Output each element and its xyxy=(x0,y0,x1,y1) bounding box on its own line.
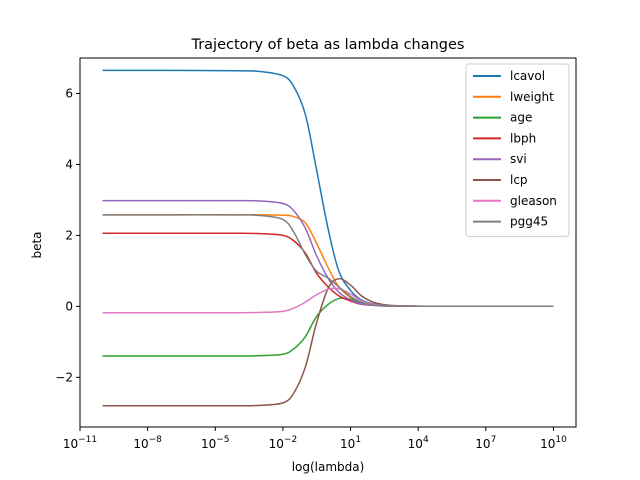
y-tick-label: 2 xyxy=(65,228,73,242)
legend-label: lbph xyxy=(510,131,536,145)
legend-label: age xyxy=(510,111,532,125)
chart-title: Trajectory of beta as lambda changes xyxy=(190,37,464,53)
series-line-lcp xyxy=(102,277,554,407)
axes: 10−11 10−8 10−5 10−2 101 104 107 1010 −2 0 2 4 6 xyxy=(55,57,577,451)
plot-frame xyxy=(79,57,577,428)
legend-label: lcp xyxy=(510,173,528,187)
series-line-pgg45 xyxy=(102,214,554,308)
x-tick-label: 107 xyxy=(475,435,496,451)
legend-label: lcavol xyxy=(510,69,545,83)
series-line-gleason xyxy=(102,287,554,314)
legend-label: svi xyxy=(510,152,527,166)
x-tick-label: 10−8 xyxy=(133,435,162,451)
plot-area xyxy=(102,69,554,407)
x-tick-label: 101 xyxy=(340,435,361,451)
y-tick-label: −2 xyxy=(55,370,73,384)
x-tick-label: 104 xyxy=(408,435,429,451)
x-tick-label: 10−2 xyxy=(269,435,298,451)
legend-label: lweight xyxy=(510,90,554,104)
legend-box xyxy=(465,63,570,237)
legend-label: gleason xyxy=(510,194,557,208)
y-axis-label: beta xyxy=(30,231,44,258)
series-line-lbph xyxy=(102,232,554,308)
x-tick-label: 1010 xyxy=(540,435,567,451)
y-tick-label: 4 xyxy=(65,157,73,171)
x-tick-label: 10−5 xyxy=(201,435,230,451)
legend: lcavol lweight age lbph svi lcp gleason pgg45 xyxy=(465,63,570,237)
y-tick-label: 0 xyxy=(65,299,73,313)
x-tick-label: 10−11 xyxy=(63,435,97,451)
x-axis-label: log(lambda) xyxy=(292,460,365,474)
y-tick-label: 6 xyxy=(65,86,73,100)
legend-label: pgg45 xyxy=(510,215,548,229)
